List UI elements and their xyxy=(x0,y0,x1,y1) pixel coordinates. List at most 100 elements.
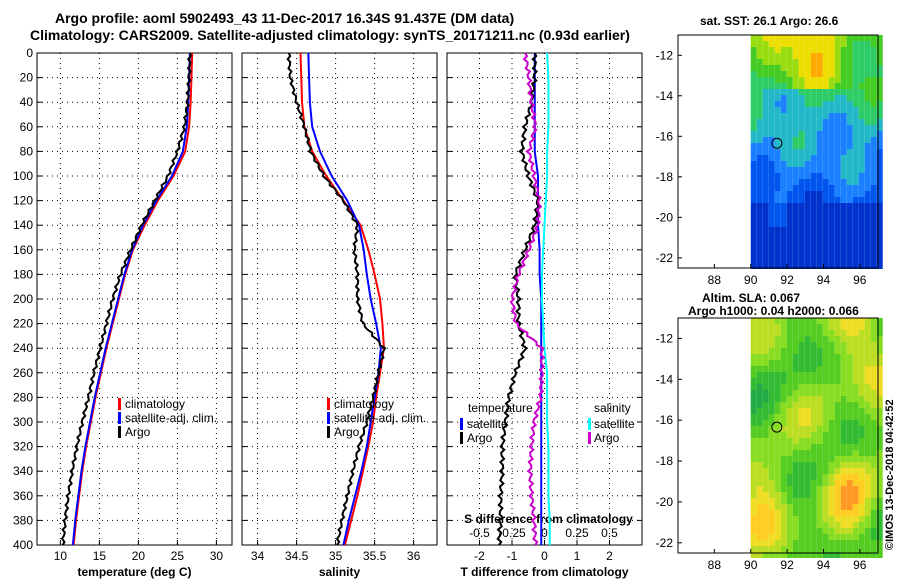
map-cell xyxy=(828,191,835,197)
map-cell xyxy=(858,167,865,173)
map-cell xyxy=(804,197,811,203)
map-cell xyxy=(828,143,835,149)
map-cell xyxy=(780,480,787,486)
map-cell xyxy=(798,498,805,504)
map-cell xyxy=(768,336,775,342)
map-cell xyxy=(768,119,775,125)
map-cell xyxy=(774,257,781,263)
map-cell xyxy=(762,540,769,546)
map-cell xyxy=(768,59,775,65)
map-cell xyxy=(864,510,871,516)
y-tick-label: 0 xyxy=(26,46,33,60)
map-cell xyxy=(840,77,847,83)
map-cell xyxy=(810,456,817,462)
map-cell xyxy=(864,462,871,468)
x-tick-label: 1 xyxy=(574,549,581,563)
map-cell xyxy=(780,324,787,330)
map-cell xyxy=(876,155,883,161)
map-cell xyxy=(852,552,859,558)
map-cell xyxy=(774,534,781,540)
map-cell xyxy=(774,366,781,372)
map-cell xyxy=(846,318,853,324)
map-cell xyxy=(846,402,853,408)
map-cell xyxy=(864,438,871,444)
map-cell xyxy=(798,71,805,77)
map-cell xyxy=(810,251,817,257)
map-cell xyxy=(816,450,823,456)
map-cell xyxy=(810,378,817,384)
map-cell xyxy=(858,203,865,209)
map-cell xyxy=(852,101,859,107)
map-cell xyxy=(870,71,877,77)
map-cell xyxy=(816,59,823,65)
map-cell xyxy=(834,540,841,546)
map-cell xyxy=(834,197,841,203)
map-cell xyxy=(762,456,769,462)
map-frame xyxy=(677,317,879,554)
map-cell xyxy=(876,444,883,450)
map-y-tick-label: -12 xyxy=(656,331,674,345)
y-tick-label: 300 xyxy=(13,415,33,429)
map-cell xyxy=(810,257,817,263)
map-cell xyxy=(870,119,877,125)
map-cell xyxy=(846,119,853,125)
map-cell xyxy=(774,173,781,179)
map-cell xyxy=(756,113,763,119)
map-cell xyxy=(810,47,817,53)
map-cell xyxy=(852,137,859,143)
map-cell xyxy=(822,432,829,438)
map-cell xyxy=(810,396,817,402)
map-cell xyxy=(828,77,835,83)
map-cell xyxy=(804,552,811,558)
map-cell xyxy=(858,101,865,107)
top-tick-label: -0.25 xyxy=(498,526,526,540)
map-cell xyxy=(840,528,847,534)
map-cell xyxy=(804,492,811,498)
map-cell xyxy=(798,534,805,540)
map-cell xyxy=(870,390,877,396)
map-cell xyxy=(804,113,811,119)
legend-temp-swatch-1 xyxy=(460,432,463,444)
map-cell xyxy=(858,468,865,474)
map-cell xyxy=(750,251,757,257)
map-cell xyxy=(786,414,793,420)
map-cell xyxy=(780,348,787,354)
map-cell xyxy=(750,203,757,209)
map-cell xyxy=(822,450,829,456)
map-cell xyxy=(852,89,859,95)
map-cell xyxy=(792,432,799,438)
map-cell xyxy=(756,318,763,324)
map-cell xyxy=(756,480,763,486)
map-cell xyxy=(804,77,811,83)
map-cell xyxy=(870,432,877,438)
map-cell xyxy=(750,462,757,468)
map-cell xyxy=(864,450,871,456)
map-cell xyxy=(756,420,763,426)
map-cell xyxy=(822,59,829,65)
map-cell xyxy=(780,263,787,269)
map-cell xyxy=(858,251,865,257)
legend-label-2: Argo xyxy=(125,425,151,439)
map-cell xyxy=(786,318,793,324)
map-cell xyxy=(846,125,853,131)
map-cell xyxy=(876,480,883,486)
legend-sal-swatch-1 xyxy=(588,432,591,444)
map-cell xyxy=(864,263,871,269)
map-cell xyxy=(822,468,829,474)
map-cell xyxy=(750,480,757,486)
map-cell xyxy=(810,546,817,552)
map-cell xyxy=(804,354,811,360)
map-cell xyxy=(852,149,859,155)
map-cell xyxy=(768,209,775,215)
map-cell xyxy=(822,522,829,528)
map-cell xyxy=(780,191,787,197)
x-axis-label: temperature (deg C) xyxy=(77,565,191,579)
map-cell xyxy=(876,366,883,372)
map-cell xyxy=(870,480,877,486)
map-cell xyxy=(870,552,877,558)
map-cell xyxy=(774,456,781,462)
map-cell xyxy=(870,444,877,450)
map-cell xyxy=(834,510,841,516)
map-cell xyxy=(846,173,853,179)
map-cell xyxy=(774,107,781,113)
